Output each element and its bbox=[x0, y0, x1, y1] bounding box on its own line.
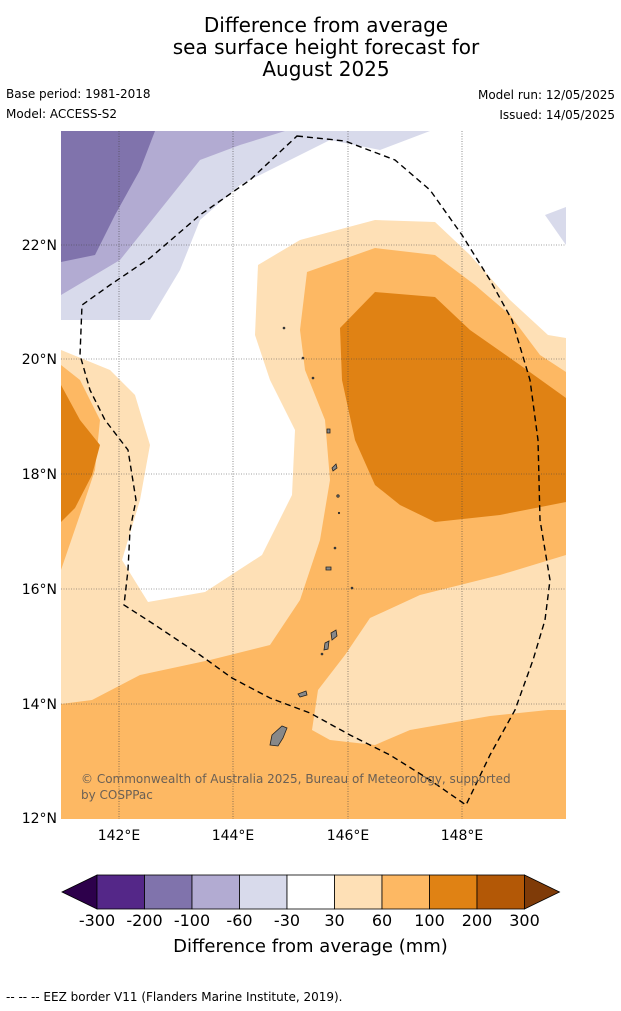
issued-label: Issued: 14/05/2025 bbox=[499, 108, 615, 122]
title-line-2: sea surface height forecast for bbox=[172, 35, 480, 59]
colorbar-tick-label: 30 bbox=[324, 911, 344, 930]
colorbar-tick-label: 300 bbox=[509, 911, 540, 930]
colorbar: -300 -200 -100 -60 -30 30 60 100 200 300 bbox=[61, 874, 561, 930]
colorbar-extend-low bbox=[61, 874, 98, 910]
colorbar-tick-label: 200 bbox=[462, 911, 493, 930]
lat-label: 20°N bbox=[22, 352, 57, 368]
title-line-1: Difference from average bbox=[203, 13, 449, 37]
lon-label: 142°E bbox=[98, 828, 141, 844]
latitude-labels: 22°N 20°N 18°N 16°N 14°N 12°N bbox=[22, 238, 57, 827]
mariana-islands bbox=[269, 326, 354, 747]
guam-island bbox=[269, 725, 288, 747]
contour-neg-30-60-east bbox=[545, 207, 566, 245]
lat-label: 12°N bbox=[22, 811, 57, 827]
colorbar-segment bbox=[381, 874, 430, 910]
colorbar-ticks: -300 -200 -100 -60 -30 30 60 100 200 300 bbox=[79, 911, 540, 930]
colorbar-tick-label: -200 bbox=[126, 911, 162, 930]
gridlines bbox=[61, 131, 566, 819]
saipan-island bbox=[330, 629, 338, 641]
colorbar-segment bbox=[239, 874, 288, 910]
copyright-line-1: © Commonwealth of Australia 2025, Bureau… bbox=[81, 772, 511, 786]
copyright-line-2: by COSPPac bbox=[81, 788, 153, 802]
pagan-island bbox=[331, 463, 338, 472]
anatahan-island bbox=[325, 566, 332, 571]
lon-label: 144°E bbox=[212, 828, 255, 844]
colorbar-extend-high bbox=[524, 874, 561, 910]
colorbar-tick-label: -60 bbox=[226, 911, 252, 930]
colorbar-segment bbox=[334, 874, 383, 910]
contour-pos-100-200 bbox=[340, 292, 566, 522]
contour-neg-100-200 bbox=[61, 131, 155, 262]
colorbar-tick-label: -300 bbox=[79, 911, 115, 930]
contour-pos-100-200-west bbox=[61, 385, 100, 522]
colorbar-segments bbox=[61, 874, 561, 910]
lat-label: 18°N bbox=[22, 467, 57, 483]
colorbar-tick-label: 60 bbox=[372, 911, 392, 930]
colorbar-title: Difference from average (mm) bbox=[173, 936, 448, 957]
colorbar-segment bbox=[96, 874, 145, 910]
lat-label: 14°N bbox=[22, 697, 57, 713]
colorbar-segment bbox=[286, 874, 335, 910]
lat-label: 22°N bbox=[22, 238, 57, 254]
chart-title: Difference from average sea surface heig… bbox=[0, 14, 621, 80]
eez-footnote: -- -- -- EEZ border V11 (Flanders Marine… bbox=[6, 990, 343, 1004]
colorbar-tick-label: 100 bbox=[414, 911, 445, 930]
model-run-label: Model run: 12/05/2025 bbox=[477, 88, 615, 102]
lat-label: 16°N bbox=[22, 582, 57, 598]
lon-label: 148°E bbox=[441, 828, 484, 844]
model-label: Model: ACCESS-S2 bbox=[6, 107, 118, 121]
colorbar-tick-label: -30 bbox=[274, 911, 300, 930]
agrihan-island bbox=[326, 428, 331, 434]
eez-border bbox=[79, 135, 551, 807]
colorbar-segment bbox=[476, 874, 525, 910]
colorbar-segment bbox=[429, 874, 478, 910]
base-period-label: Base period: 1981-2018 bbox=[6, 87, 151, 101]
colorbar-tick-label: -100 bbox=[174, 911, 210, 930]
tinian-island bbox=[323, 640, 330, 651]
colorbar-segment bbox=[191, 874, 240, 910]
anomaly-field bbox=[61, 131, 566, 819]
rota-island bbox=[297, 690, 308, 698]
title-line-3: August 2025 bbox=[262, 57, 390, 81]
longitude-labels: 142°E 144°E 146°E 148°E bbox=[98, 828, 484, 844]
sea-surface-height-map: © Commonwealth of Australia 2025, Bureau… bbox=[22, 131, 566, 844]
lon-label: 146°E bbox=[327, 828, 370, 844]
colorbar-segment bbox=[144, 874, 193, 910]
